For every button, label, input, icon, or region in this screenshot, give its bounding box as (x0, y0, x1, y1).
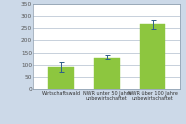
Bar (140, 25, 166, 89)
Bar (48, 67, 74, 89)
Bar (94, 58, 120, 89)
